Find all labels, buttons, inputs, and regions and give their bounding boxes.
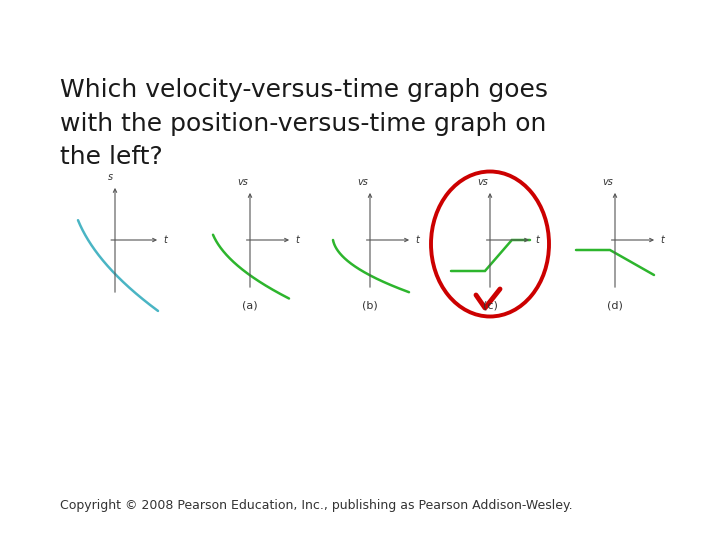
Text: (c): (c) — [482, 300, 498, 310]
Text: vs: vs — [357, 177, 368, 187]
Text: t: t — [163, 235, 167, 245]
Text: (b): (b) — [362, 300, 378, 310]
Text: t: t — [415, 235, 419, 245]
Text: t: t — [295, 235, 299, 245]
Text: (a): (a) — [242, 300, 258, 310]
Text: Copyright © 2008 Pearson Education, Inc., publishing as Pearson Addison-Wesley.: Copyright © 2008 Pearson Education, Inc.… — [60, 499, 572, 512]
Text: t: t — [660, 235, 664, 245]
Text: vs: vs — [602, 177, 613, 187]
Text: vs: vs — [477, 177, 488, 187]
Text: s: s — [108, 172, 113, 182]
Text: (d): (d) — [607, 300, 623, 310]
Text: Which velocity-versus-time graph goes
with the position-versus-time graph on
the: Which velocity-versus-time graph goes wi… — [60, 78, 548, 169]
Text: t: t — [535, 235, 539, 245]
Text: vs: vs — [237, 177, 248, 187]
